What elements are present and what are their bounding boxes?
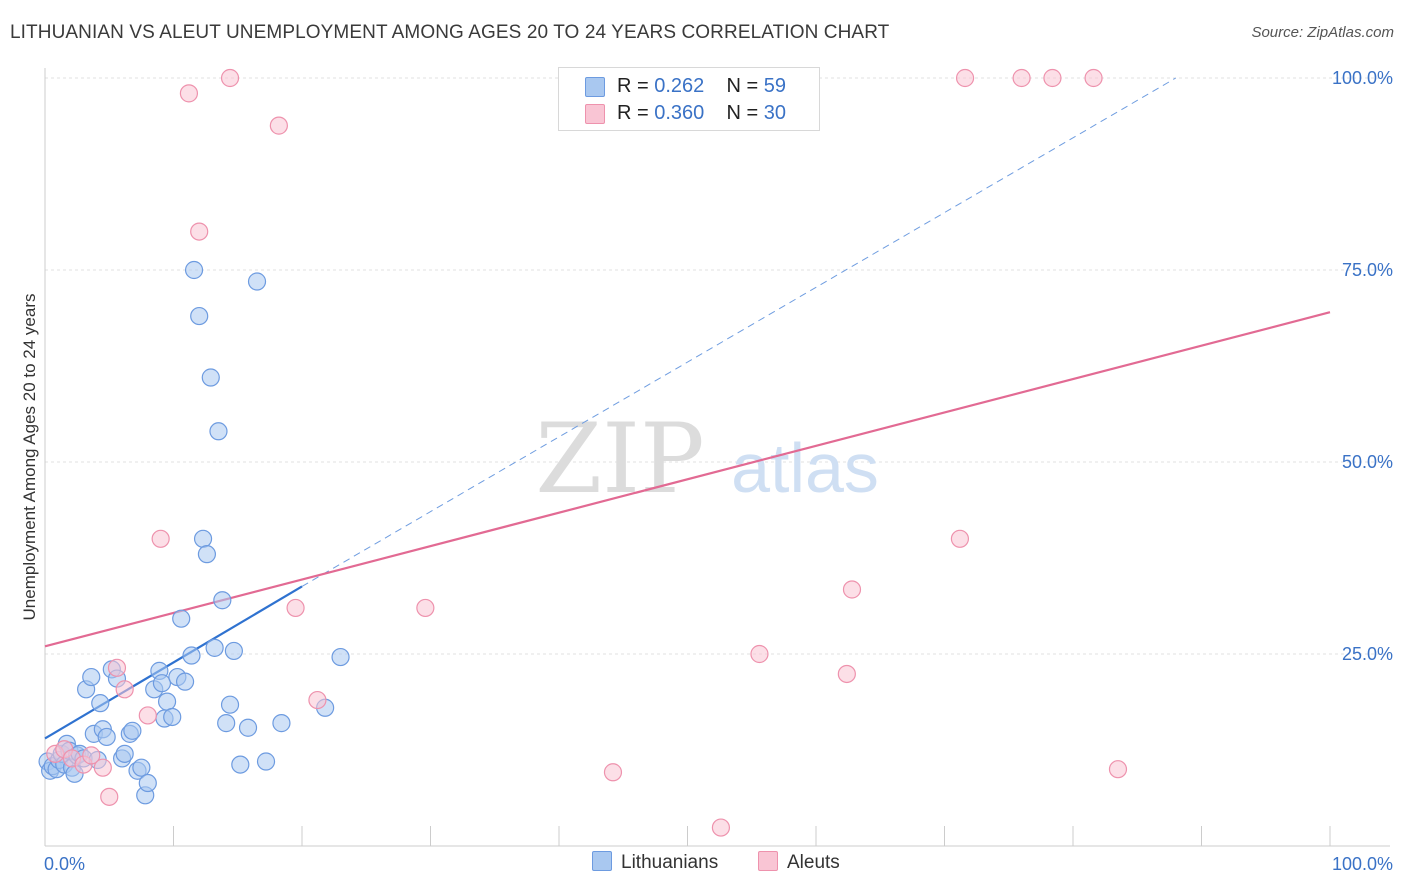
aleuts-point [179,84,199,103]
lithuanians-point [91,694,110,713]
lithuanians-point [132,758,151,777]
lithuanians-point [256,752,276,771]
source-label: Source: ZipAtlas.com [1251,24,1394,41]
r-label: R = [617,75,649,97]
aleuts-point [151,529,170,548]
aleuts-point [308,690,327,710]
lithuanians-point [213,591,232,610]
r-value: 0.360 [654,102,705,124]
aleuts-point [286,598,305,618]
aleuts-point [190,222,209,241]
trendlines [44,77,1331,740]
aleuts-point [1012,68,1031,88]
lithuanians-point [138,773,157,793]
axes [44,68,1390,847]
aleuts-trendline-solid [44,311,1331,648]
tick-labels: 25.0% 50.0% 75.0% 100.0% 0.0% 100.0% [44,68,1393,874]
lithuanians-point [205,638,224,657]
y-tick-label: 75.0% [1342,260,1393,280]
legend-label: Aleuts [787,852,840,873]
aleuts-point [1108,760,1128,779]
aleuts-point [416,598,435,618]
aleuts-legend-swatch [758,851,778,871]
lithuanians-swatch [585,77,605,97]
lithuanians-point [190,306,209,326]
lithuanians-trendline-dashed [301,77,1177,587]
aleuts-point [1084,68,1103,88]
x-tick-label-max: 100.0% [1332,854,1393,874]
lithuanians-trendline-solid [44,585,303,740]
aleuts-point [269,116,288,135]
lithuanians-point [217,714,236,733]
lithuanians-point [238,718,258,737]
lithuanians-point [231,755,250,774]
lithuanians-point [182,646,201,665]
aleuts-point [220,68,240,88]
watermark: ZIP atlas [535,403,879,515]
aleuts-point [1043,68,1062,88]
lithuanians-point [247,272,267,291]
lithuanians-point [157,692,177,711]
aleuts-point [138,706,157,725]
n-value: 59 [763,75,787,97]
stats-legend: R = 0.262 N = 59 R = 0.360 N = 30 [558,67,820,131]
legend-label: Lithuanians [621,852,719,873]
lithuanians-point [152,674,172,693]
aleuts-point [950,529,970,548]
y-axis-label: Unemployment Among Ages 20 to 24 years [20,293,39,621]
lithuanians-point [220,695,240,714]
watermark-atlas: atlas [731,429,879,507]
aleuts-point [107,658,127,677]
y-tick-label: 50.0% [1342,452,1393,472]
aleuts-point [837,664,856,684]
watermark-zip: ZIP [535,403,704,515]
lithuanians-point [82,667,101,687]
y-tick-label: 25.0% [1342,644,1393,664]
r-label: R = [617,102,649,124]
lithuanians-point [331,647,350,667]
r-value: 0.262 [654,75,705,97]
aleuts-point [842,580,862,599]
lithuanians-point [97,727,116,747]
data-points [38,68,1128,837]
lithuanians-point [184,260,204,280]
x-tick-label-min: 0.0% [44,854,85,874]
lithuanians-point [272,714,291,733]
lithuanians-point [197,545,217,564]
chart-title: LITHUANIAN VS ALEUT UNEMPLOYMENT AMONG A… [10,22,890,43]
aleuts-point [603,763,623,782]
grid-lines [45,77,1390,655]
n-label: N = [726,102,759,124]
aleuts-point [93,758,112,777]
lithuanians-legend-swatch [592,851,612,871]
lithuanians-point [123,721,142,740]
legend-item-lithuanians: Lithuanians [592,851,718,874]
n-value: 30 [763,102,787,124]
lithuanians-point [209,422,228,441]
n-label: N = [726,75,759,97]
lithuanians-point [172,609,191,628]
aleuts-point [100,787,119,806]
lithuanians-point [175,672,195,691]
y-tick-label: 100.0% [1332,68,1393,88]
aleuts-point [711,818,731,837]
aleuts-point [115,680,134,699]
lithuanians-point [163,707,182,727]
lithuanians-point [224,641,243,661]
aleuts-swatch [585,104,605,124]
lithuanians-point [115,744,134,763]
aleuts-point [750,644,769,664]
aleuts-point [955,68,975,88]
lithuanians-point [201,368,220,387]
legend-item-aleuts: Aleuts [758,851,840,874]
aleuts-point [82,746,101,765]
lithuanians-point [193,529,213,548]
